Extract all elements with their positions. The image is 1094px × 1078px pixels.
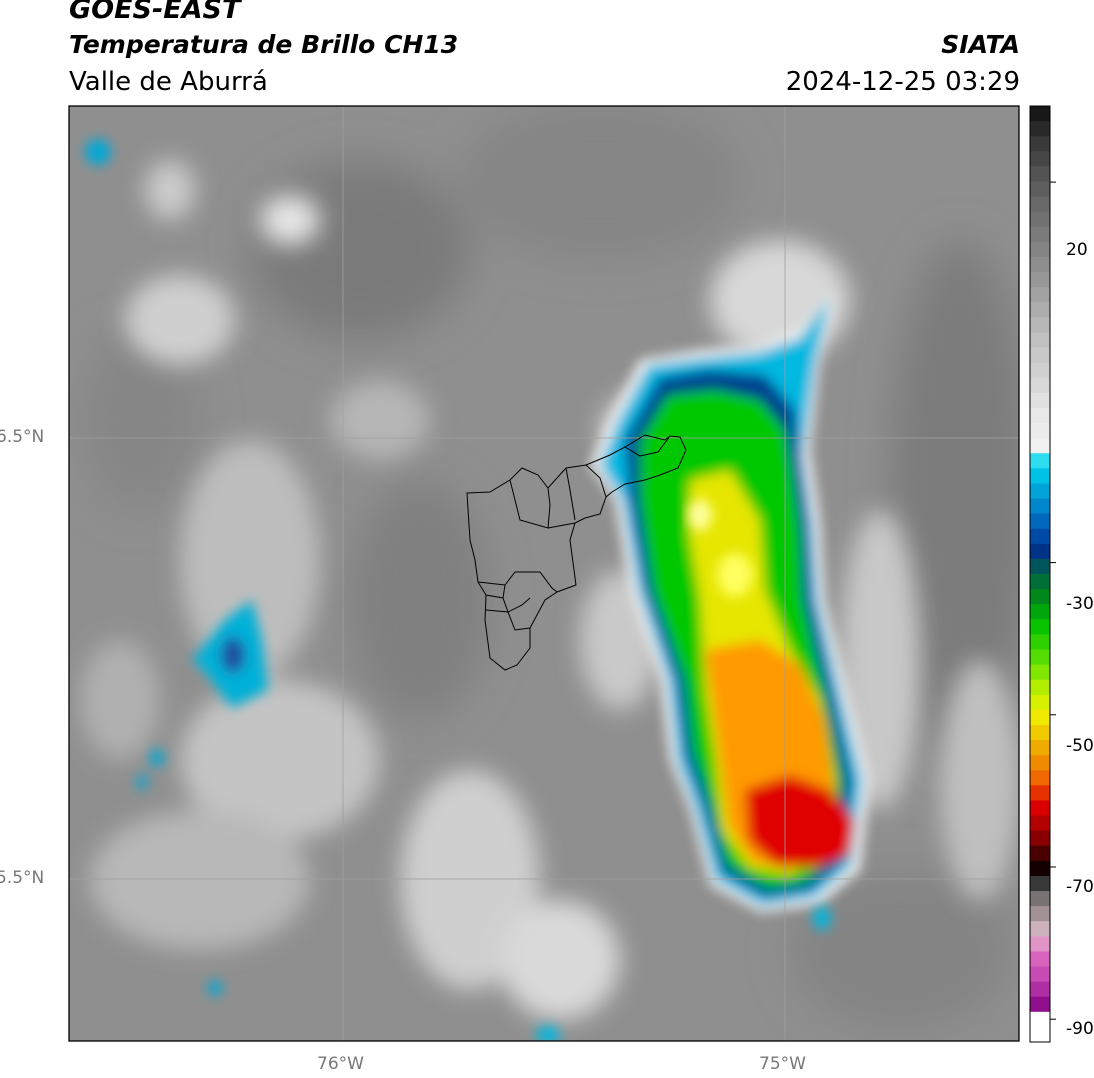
colorbar-label-20: 20 [1066,240,1088,260]
colorbar-segment [1030,785,1050,802]
datetime-label: 2024-12-25 03:29 [785,67,1020,97]
colorbar-segment [1030,407,1050,424]
agency-label: SIATA [941,30,1020,59]
colorbar-segment [1030,106,1050,122]
colorbar-segment [1030,740,1050,756]
lon-label-76w: 76°W [317,1054,364,1074]
colorbar-segment [1030,574,1050,590]
colorbar-segment [1030,815,1050,832]
satellite-title: GOES-EAST [69,0,241,25]
colorbar-segment [1030,619,1050,635]
colorbar-segment [1030,241,1050,258]
colorbar-segment [1030,906,1050,922]
colorbar-segment [1030,951,1050,968]
colorbar-segment [1030,649,1050,666]
colorbar-segment [1030,181,1050,198]
colorbar-segment [1030,196,1050,213]
colorbar-segment [1030,1026,1050,1043]
colorbar-segment [1030,438,1050,454]
colorbar-segment [1030,921,1050,937]
colorbar-segment [1030,121,1050,137]
colorbar-segment [1030,936,1050,953]
colorbar-segment [1030,891,1050,907]
colorbar-segment [1030,302,1050,318]
colorbar-segment [1030,423,1050,439]
colorbar-segment [1030,468,1050,485]
colorbar-label-minus70: -70 [1066,877,1094,897]
colorbar-segment [1030,256,1050,273]
municipality-boundaries [466,434,687,671]
colorbar-segment [1030,317,1050,334]
colorbar-border [1029,105,1051,1043]
colorbar-segment [1030,136,1050,152]
colorbar-segment [1030,362,1050,379]
colorbar-label-minus30: -30 [1066,594,1094,614]
brightness-temperature-field [69,106,1019,1041]
graticule [69,106,1019,1041]
colorbar-segment [1030,347,1050,364]
colorbar-segment [1030,272,1050,288]
colorbar-segment [1030,875,1050,892]
colorbar-segment [1030,498,1050,515]
colorbar-segment [1030,543,1050,560]
colorbar-segment [1030,483,1050,500]
region-subtitle: Valle de Aburrá [69,67,268,97]
colorbar-segment [1030,634,1050,651]
lat-label-5-5: 5.5°N [0,868,45,888]
colorbar-segment [1030,1011,1050,1028]
colorbar-segment [1030,589,1050,605]
colorbar-segment [1030,513,1050,530]
colorbar-segment [1030,860,1050,877]
lat-label-6-5: 6.5°N [0,427,45,447]
colorbar-segment [1030,528,1050,545]
colorbar-segment [1030,724,1050,741]
colorbar-segment [1030,981,1050,998]
colorbar-segment [1030,226,1050,243]
lon-label-75w: 75°W [759,1054,806,1074]
colorbar-label-minus50: -50 [1066,736,1094,756]
colorbar [1030,106,1050,1043]
colorbar-segment [1030,558,1050,575]
colorbar-segment [1030,151,1050,167]
colorbar-segment [1030,287,1050,303]
colorbar-segment [1030,966,1050,983]
colorbar-segment [1030,770,1050,786]
colorbar-segment [1030,332,1050,349]
colorbar-segment [1030,830,1050,847]
colorbar-segment [1030,377,1050,394]
colorbar-segment [1030,996,1050,1013]
map-border [68,105,1020,1042]
colorbar-segment [1030,679,1050,696]
colorbar-segment [1030,664,1050,681]
colorbar-segment [1030,453,1050,469]
colorbar-label-minus90: -90 [1066,1019,1094,1039]
colorbar-segment [1030,166,1050,183]
colorbar-segment [1030,392,1050,409]
colorbar-segment [1030,709,1050,726]
product-title: Temperatura de Brillo CH13 [69,30,459,59]
colorbar-segment [1030,845,1050,862]
colorbar-segment [1030,694,1050,711]
colorbar-segment [1030,211,1050,228]
colorbar-segment [1030,604,1050,620]
colorbar-segment [1030,755,1050,771]
colorbar-segment [1030,800,1050,817]
